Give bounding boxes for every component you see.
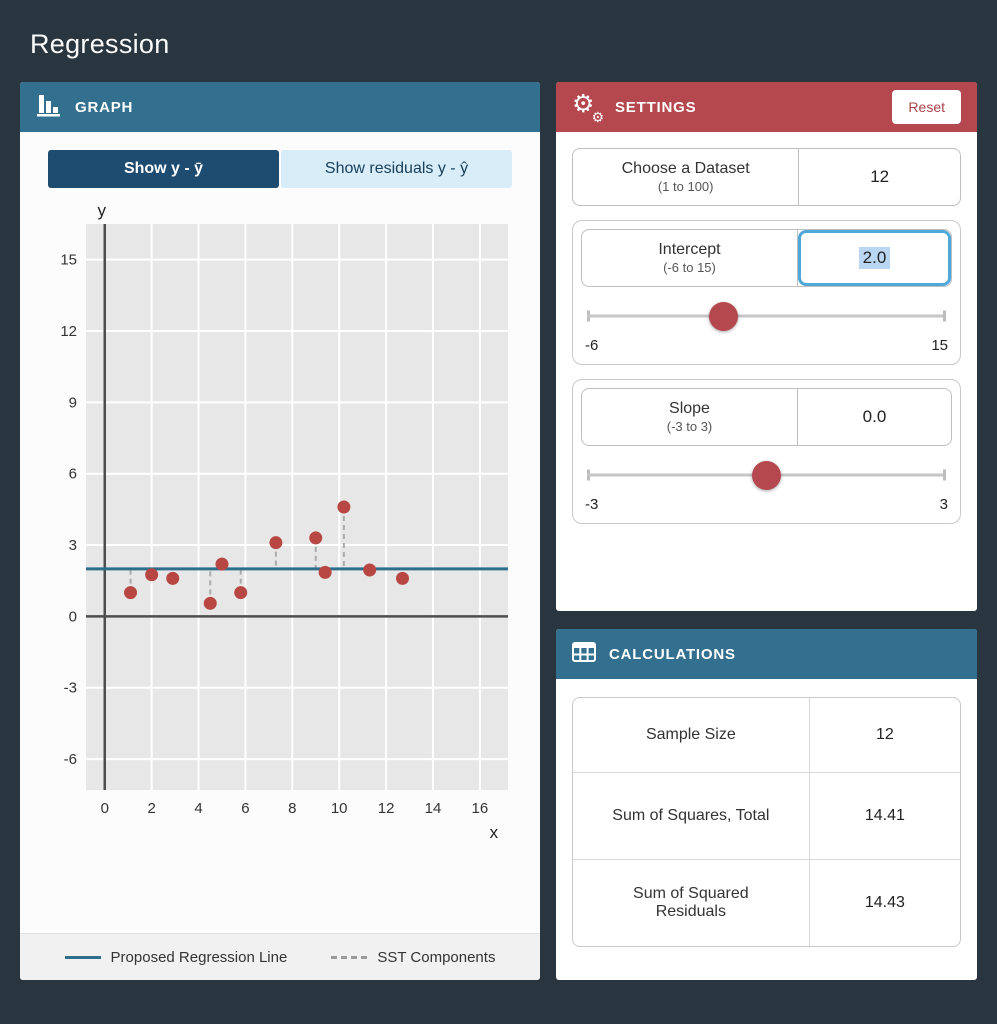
row-value: 12 xyxy=(875,726,894,743)
slope-slider[interactable] xyxy=(587,458,946,492)
intercept-label: Intercept (-6 to 15) xyxy=(582,230,798,286)
data-point xyxy=(337,500,351,514)
legend-regression-label: Proposed Regression Line xyxy=(110,948,288,966)
main-content: GRAPH Show y - ȳ Show residuals y - ŷ -6… xyxy=(0,82,997,980)
x-axis-label: x xyxy=(490,823,499,842)
svg-text:0: 0 xyxy=(101,800,109,817)
app-header: Regression xyxy=(0,0,997,82)
slope-max: 3 xyxy=(939,496,948,513)
intercept-selected-value: 2.0 xyxy=(858,247,891,269)
scatter-plot: -6 -3 0 3 6 9 12 15 0 2 4 6 8 10 12 14 16 y x xyxy=(60,201,508,842)
solid-line-swatch xyxy=(64,955,101,959)
data-point xyxy=(203,596,217,610)
intercept-row: Intercept (-6 to 15) 2.0 xyxy=(581,229,952,287)
svg-text:10: 10 xyxy=(331,800,348,817)
page-title: Regression xyxy=(30,28,170,59)
svg-text:12: 12 xyxy=(60,323,77,340)
intercept-slider[interactable] xyxy=(587,299,946,333)
row-value: 14.41 xyxy=(864,807,905,824)
settings-panel-header: ⚙ ⚙ SETTINGS Reset xyxy=(556,82,977,132)
data-point xyxy=(215,557,229,571)
gear-icon: ⚙ ⚙ xyxy=(572,90,604,125)
slope-label: Slope (-3 to 3) xyxy=(582,389,798,445)
svg-text:0: 0 xyxy=(69,608,77,625)
settings-panel-title: SETTINGS xyxy=(615,98,697,116)
svg-text:12: 12 xyxy=(378,800,395,817)
svg-text:2: 2 xyxy=(147,800,155,817)
svg-text:15: 15 xyxy=(60,252,77,269)
intercept-slider-track[interactable] xyxy=(587,314,946,318)
graph-body: Show y - ȳ Show residuals y - ŷ -6 -3 0 3 6 9… xyxy=(20,132,540,980)
svg-text:3: 3 xyxy=(69,537,77,554)
right-column: ⚙ ⚙ SETTINGS Reset Choose a Dataset (1 t… xyxy=(556,82,977,980)
intercept-min: -6 xyxy=(585,337,599,354)
table-row: Sum of Squares, Total 14.41 xyxy=(573,772,960,859)
y-axis-label: y xyxy=(98,201,107,220)
slider-end-right xyxy=(943,310,946,322)
row-value: 14.43 xyxy=(864,894,905,911)
legend-regression-line: Proposed Regression Line xyxy=(64,948,288,966)
svg-text:16: 16 xyxy=(472,800,489,817)
table-row: Sample Size 12 xyxy=(573,698,960,772)
data-point xyxy=(145,568,159,582)
intercept-control: Intercept (-6 to 15) 2.0 xyxy=(572,220,961,365)
intercept-value-field[interactable]: 2.0 xyxy=(798,230,951,286)
row-label: Sum of Squares, Total xyxy=(573,773,810,859)
calculations-table: Sample Size 12 Sum of Squares, Total 14.… xyxy=(572,697,961,947)
svg-text:-6: -6 xyxy=(64,751,77,768)
data-point xyxy=(234,586,248,600)
calculations-panel: CALCULATIONS Sample Size 12 Sum of Squar… xyxy=(556,629,977,980)
slope-range-labels: -3 3 xyxy=(581,492,952,515)
legend-sst-components: SST Components xyxy=(331,949,495,966)
svg-text:9: 9 xyxy=(69,394,77,411)
settings-panel: ⚙ ⚙ SETTINGS Reset Choose a Dataset (1 t… xyxy=(556,82,977,611)
graph-panel: GRAPH Show y - ȳ Show residuals y - ŷ -6… xyxy=(20,82,540,980)
row-label: Sum of Squared Residuals xyxy=(573,860,810,946)
calculations-body: Sample Size 12 Sum of Squares, Total 14.… xyxy=(556,679,977,965)
table-row: Sum of Squared Residuals 14.43 xyxy=(573,859,960,946)
slope-min: -3 xyxy=(585,496,599,513)
data-point xyxy=(318,565,332,579)
row-label: Sample Size xyxy=(573,698,810,772)
slope-control: Slope (-3 to 3) 0.0 -3 3 xyxy=(572,379,961,524)
data-point xyxy=(124,586,138,600)
svg-text:4: 4 xyxy=(194,800,202,817)
data-point xyxy=(309,531,323,545)
tab-show-y-minus-ybar[interactable]: Show y - ȳ xyxy=(48,150,279,188)
svg-text:-3: -3 xyxy=(64,680,77,697)
tab-show-residuals[interactable]: Show residuals y - ŷ xyxy=(281,150,512,188)
data-point xyxy=(396,571,409,585)
calculations-panel-title: CALCULATIONS xyxy=(609,645,736,663)
reset-button[interactable]: Reset xyxy=(892,90,961,124)
data-point xyxy=(363,563,377,577)
plot-area xyxy=(86,224,508,790)
dataset-value-field[interactable]: 12 xyxy=(870,167,890,186)
calculations-panel-header: CALCULATIONS xyxy=(556,629,977,679)
bar-chart-icon xyxy=(36,93,62,122)
slope-value-field[interactable]: 0.0 xyxy=(862,407,887,426)
data-point xyxy=(269,536,283,550)
dashed-line-swatch xyxy=(331,955,368,959)
slider-end-right xyxy=(943,469,946,481)
svg-text:6: 6 xyxy=(241,800,249,817)
graph-tabs: Show y - ȳ Show residuals y - ŷ xyxy=(48,150,512,188)
graph-panel-title: GRAPH xyxy=(75,98,134,116)
svg-text:6: 6 xyxy=(69,466,77,483)
data-point xyxy=(166,571,180,585)
graph-panel-header: GRAPH xyxy=(20,82,540,132)
slope-slider-knob[interactable] xyxy=(752,460,781,490)
settings-body: Choose a Dataset (1 to 100) 12 Intercept… xyxy=(556,132,977,540)
dataset-control: Choose a Dataset (1 to 100) 12 xyxy=(572,148,961,206)
table-icon xyxy=(572,641,596,667)
intercept-max: 15 xyxy=(931,337,948,354)
chart-legend: Proposed Regression Line SST Components xyxy=(20,933,540,980)
dataset-label: Choose a Dataset (1 to 100) xyxy=(573,149,800,205)
svg-text:14: 14 xyxy=(425,800,442,817)
intercept-range-labels: -6 15 xyxy=(581,333,952,356)
slope-row: Slope (-3 to 3) 0.0 xyxy=(581,388,952,446)
svg-text:8: 8 xyxy=(288,800,296,817)
intercept-slider-knob[interactable] xyxy=(709,301,739,331)
legend-sst-label: SST Components xyxy=(377,948,496,966)
